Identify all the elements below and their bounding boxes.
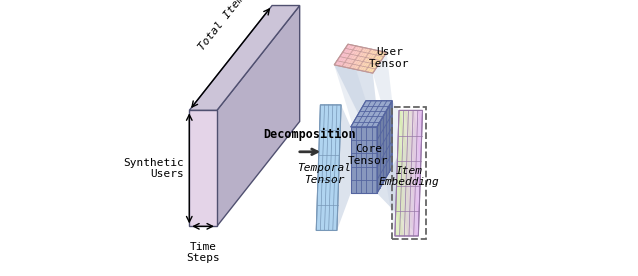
Polygon shape xyxy=(351,101,392,127)
Polygon shape xyxy=(377,110,422,236)
Polygon shape xyxy=(351,127,377,193)
Polygon shape xyxy=(363,50,379,71)
Polygon shape xyxy=(340,45,356,67)
Polygon shape xyxy=(401,110,406,236)
Polygon shape xyxy=(410,110,415,236)
Polygon shape xyxy=(406,110,412,236)
Polygon shape xyxy=(417,110,422,236)
Polygon shape xyxy=(334,44,366,124)
Text: Item
Embedding: Item Embedding xyxy=(378,166,439,187)
Polygon shape xyxy=(396,110,401,236)
Polygon shape xyxy=(337,105,351,230)
Polygon shape xyxy=(365,51,381,72)
Polygon shape xyxy=(334,65,385,180)
Polygon shape xyxy=(357,49,373,70)
Polygon shape xyxy=(344,46,360,67)
Polygon shape xyxy=(361,50,377,71)
Polygon shape xyxy=(398,110,404,236)
Polygon shape xyxy=(403,110,408,236)
Polygon shape xyxy=(353,48,369,70)
Polygon shape xyxy=(415,110,420,236)
Polygon shape xyxy=(352,48,367,69)
Text: User
Tensor: User Tensor xyxy=(369,47,410,69)
Polygon shape xyxy=(359,50,375,71)
Text: Total Items: Total Items xyxy=(197,0,251,52)
Polygon shape xyxy=(395,110,400,236)
Polygon shape xyxy=(402,110,407,236)
Polygon shape xyxy=(371,52,387,73)
Polygon shape xyxy=(217,6,300,226)
Polygon shape xyxy=(406,110,411,236)
Polygon shape xyxy=(316,105,341,230)
Polygon shape xyxy=(412,110,417,236)
Polygon shape xyxy=(409,110,414,236)
Polygon shape xyxy=(404,110,410,236)
Polygon shape xyxy=(399,110,405,236)
Text: Time
Steps: Time Steps xyxy=(186,242,220,263)
Polygon shape xyxy=(348,47,364,68)
Polygon shape xyxy=(338,45,354,66)
Polygon shape xyxy=(346,47,362,68)
Polygon shape xyxy=(413,110,418,236)
Polygon shape xyxy=(189,6,300,110)
Polygon shape xyxy=(413,110,419,236)
Polygon shape xyxy=(416,110,421,236)
Text: Decomposition: Decomposition xyxy=(263,128,357,141)
Polygon shape xyxy=(189,110,217,226)
Polygon shape xyxy=(397,110,403,236)
Polygon shape xyxy=(342,46,358,67)
Text: Core
Tensor: Core Tensor xyxy=(348,144,389,166)
Polygon shape xyxy=(350,47,366,68)
Polygon shape xyxy=(367,51,383,72)
Polygon shape xyxy=(336,44,352,66)
Polygon shape xyxy=(334,44,350,65)
Text: Temporal
Tensor: Temporal Tensor xyxy=(297,163,352,185)
Bar xyxy=(392,107,426,239)
Polygon shape xyxy=(377,101,399,236)
Text: Synthetic
Users: Synthetic Users xyxy=(123,158,184,179)
Polygon shape xyxy=(355,49,371,70)
Polygon shape xyxy=(373,52,392,114)
Polygon shape xyxy=(377,101,392,193)
Polygon shape xyxy=(408,110,413,236)
Polygon shape xyxy=(369,52,385,73)
